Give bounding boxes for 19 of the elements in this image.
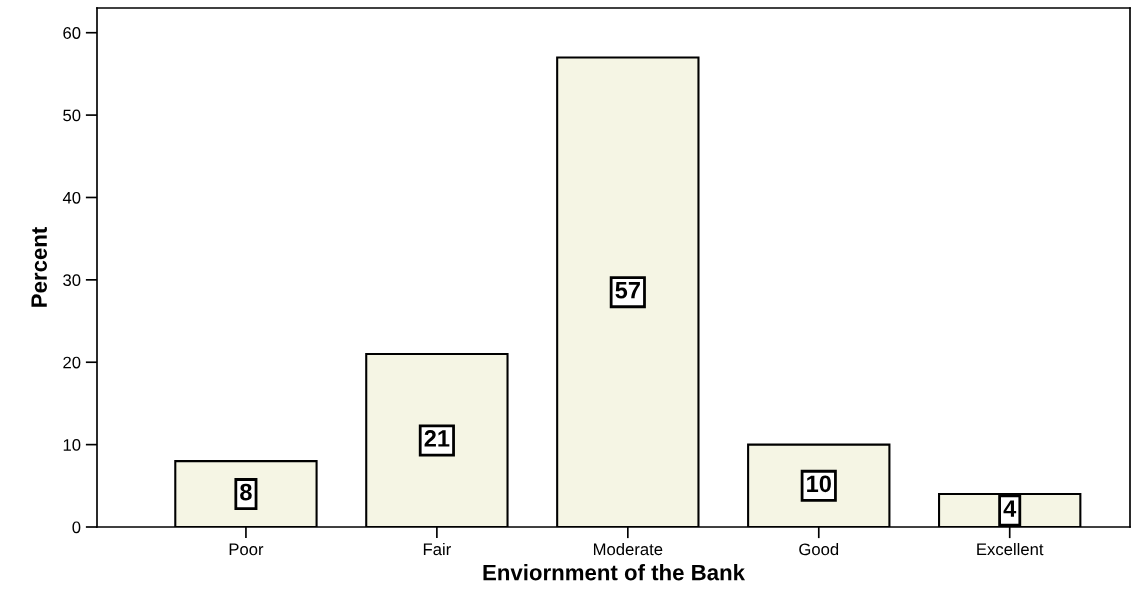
data-label: 4	[1003, 500, 1017, 517]
data-label: 10	[807, 475, 831, 493]
y-tick-label: 40	[62, 191, 81, 204]
x-axis-title: Enviornment of the Bank	[483, 564, 746, 581]
x-tick-label: Fair	[423, 542, 451, 556]
y-tick-label: 20	[63, 356, 81, 369]
y-tick-label: 0	[72, 521, 81, 534]
data-label: 21	[424, 430, 450, 447]
y-tick-label: 50	[63, 109, 81, 122]
x-tick-label: Good	[799, 542, 839, 556]
x-tick-label: Poor	[229, 543, 264, 556]
x-tick-label: Excellent	[977, 542, 1044, 556]
y-tick-label: 30	[63, 274, 81, 287]
y-tick-label: 10	[63, 439, 81, 451]
x-tick-label: Moderate	[593, 542, 663, 556]
y-tick-label: 60	[63, 27, 81, 39]
data-label: 8	[240, 483, 252, 501]
data-label: 57	[615, 282, 640, 299]
y-axis-title: Percent	[31, 227, 47, 307]
